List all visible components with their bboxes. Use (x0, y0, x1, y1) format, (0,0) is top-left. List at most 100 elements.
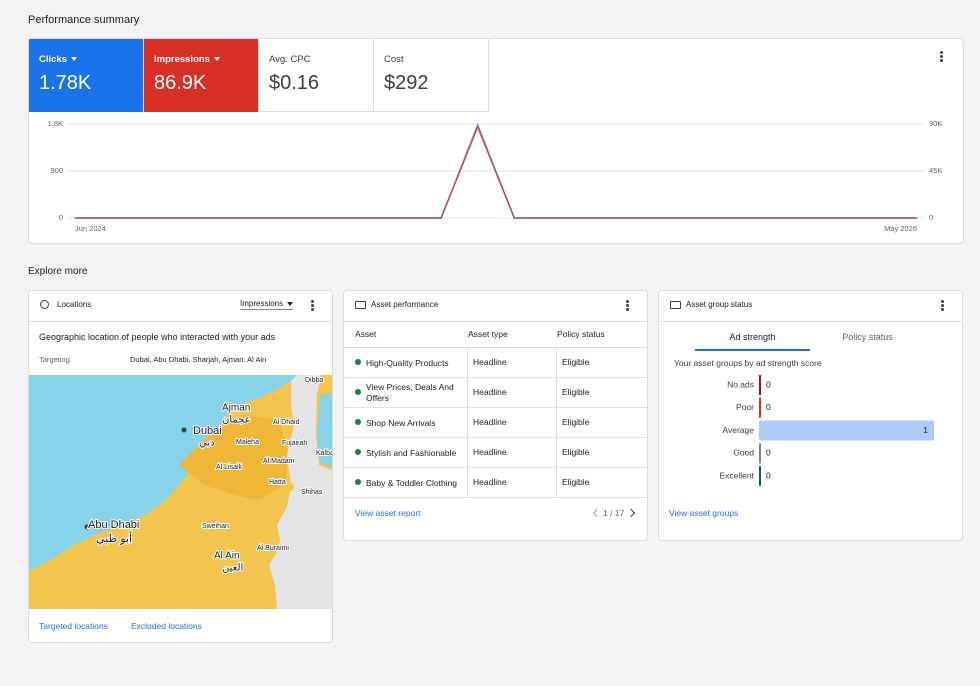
bar-label: Good (733, 448, 754, 458)
y2-tick-label: 45K (929, 166, 942, 175)
cell: Headline (473, 357, 507, 367)
row-divider (344, 497, 647, 498)
cell: Headline (473, 417, 507, 427)
menu-dot (940, 59, 943, 62)
dropdown[interactable]: Impressions (240, 299, 294, 310)
link[interactable]: View asset report (355, 508, 421, 518)
section-title: Performance summary (28, 14, 140, 26)
place-label: Maleha (236, 439, 259, 446)
column-header: Asset (355, 329, 377, 339)
label: Targeting (39, 355, 70, 364)
menu-dot (311, 304, 314, 307)
status-dot (355, 389, 361, 395)
link[interactable]: Targeted locations (39, 621, 108, 631)
bar (759, 466, 761, 486)
cell: Shop New Arrivals (366, 417, 436, 428)
x-tick-label: May 2026 (884, 224, 917, 233)
y-tick-label: 1.8K (48, 119, 63, 128)
place-label: Al Madam (263, 458, 295, 465)
bar-value: 0 (766, 379, 771, 389)
place-label: Fujairah (282, 440, 307, 447)
bar-chart: No ads 0 Poor 0 Average 1 Good 0 Excellent 0 (720, 375, 934, 486)
y2-tick-label: 90K (929, 119, 942, 128)
menu-dot (626, 304, 629, 307)
metric-tile[interactable] (29, 39, 144, 112)
place-label: Al Dhaid (273, 419, 300, 426)
bar (759, 375, 761, 395)
place-label: Al Ain (214, 551, 240, 562)
bar-label: Excellent (720, 470, 755, 480)
link[interactable]: Excluded locations (131, 621, 202, 631)
tab[interactable]: Ad strength (729, 332, 776, 342)
place-label: العين (222, 563, 243, 574)
place-label: Al Buraimi (257, 545, 289, 552)
cell: Headline (473, 477, 507, 487)
cell: High-Quality Products (366, 357, 449, 368)
divider (344, 347, 647, 348)
status-dot (355, 419, 361, 425)
metric-label: Cost (384, 54, 404, 65)
metric-value: 86.9K (154, 72, 207, 94)
column-header: Asset type (468, 329, 508, 339)
menu-dot (941, 300, 944, 303)
card-title: Asset group status (686, 300, 753, 309)
bar-label: No ads (727, 379, 754, 389)
value: Dubai, Abu Dhabi, Sharjah, Ajman, Al Ain (130, 355, 267, 364)
col-divider (556, 347, 557, 497)
tab-indicator (695, 349, 810, 351)
cell: Eligible (562, 387, 590, 397)
menu-dot (941, 308, 944, 311)
bar-label: Poor (736, 402, 754, 412)
asset-group-card (658, 290, 963, 541)
row-divider (344, 407, 647, 408)
sea (317, 393, 332, 467)
city-dot (84, 524, 90, 530)
metric-value: 1.78K (39, 72, 92, 94)
row-divider (344, 437, 647, 438)
place-label: Dibba (305, 377, 323, 384)
tab[interactable]: Policy status (842, 332, 893, 342)
chart-title: Your asset groups by ad strength score (674, 358, 822, 368)
icon (40, 300, 49, 309)
menu-dot (626, 300, 629, 303)
status-dot (355, 449, 361, 455)
metric-tile[interactable] (374, 39, 489, 112)
place-label: Hatta (269, 479, 286, 486)
metric-value: $0.16 (269, 72, 320, 94)
place-label: دبي (199, 438, 215, 449)
metric-tile[interactable] (144, 39, 259, 112)
cell: Headline (473, 447, 507, 457)
line-chart: 0 900 1.8K 0 45K 90K Jun 2024 May 2026 (48, 119, 943, 233)
cell: Eligible (562, 417, 590, 427)
y2-tick-label: 0 (929, 213, 933, 222)
metric-label: Impressions (154, 54, 220, 65)
cell: Eligible (562, 447, 590, 457)
cell: Baby & Toddler Clothing (366, 477, 458, 488)
metric-tile[interactable] (259, 39, 374, 112)
place-label: عجمان (222, 415, 251, 426)
bar (759, 420, 934, 441)
bar (759, 443, 761, 464)
place-label: Abu Dhabi (88, 519, 139, 531)
link[interactable]: View asset groups (669, 508, 739, 518)
menu-dot (941, 304, 944, 307)
cell: Headline (473, 387, 507, 397)
cell: Eligible (562, 357, 590, 367)
place-label: Ajman (222, 403, 250, 414)
divider (659, 321, 962, 322)
divider (344, 321, 647, 322)
metric-label: Avg. CPC (269, 54, 311, 65)
row-divider (344, 377, 647, 378)
metric-value: $292 (384, 72, 429, 94)
pagination: 1 / 17 (603, 508, 625, 518)
menu-dot (626, 308, 629, 311)
column-header: Policy status (557, 329, 605, 339)
bar-value: 1 (923, 425, 928, 435)
y-tick-label: 900 (50, 166, 63, 175)
section-title: Explore more (28, 266, 88, 277)
icon (670, 301, 681, 309)
icon (355, 301, 366, 309)
neighbor-land (269, 375, 332, 609)
